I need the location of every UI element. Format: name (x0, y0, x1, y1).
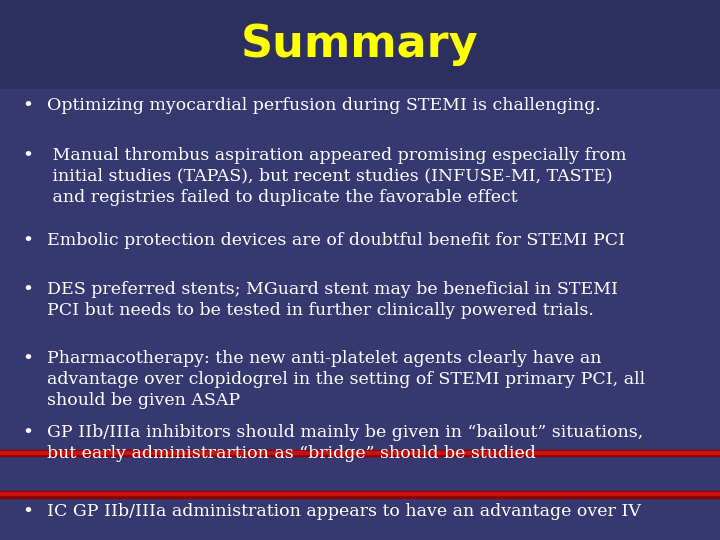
Text: Summary: Summary (241, 23, 479, 66)
Bar (0, 451, 720, 454)
Text: Pharmacotherapy: the new anti-platelet agents clearly have an
advantage over clo: Pharmacotherapy: the new anti-platelet a… (47, 350, 645, 409)
Text: Embolic protection devices are of doubtful benefit for STEMI PCI: Embolic protection devices are of doubtf… (47, 232, 625, 249)
Bar (0, 492, 720, 495)
Text: DES preferred stents; MGuard stent may be beneficial in STEMI
PCI but needs to b: DES preferred stents; MGuard stent may b… (47, 281, 618, 319)
Text: •: • (22, 350, 33, 368)
Text: IC GP IIb/IIIa administration appears to have an advantage over IV: IC GP IIb/IIIa administration appears to… (47, 503, 641, 520)
Text: •: • (22, 232, 33, 250)
Bar (0, 450, 720, 456)
Text: Manual thrombus aspiration appeared promising especially from
 initial studies (: Manual thrombus aspiration appeared prom… (47, 147, 626, 206)
Text: •: • (22, 503, 33, 521)
Bar (0, 0, 720, 89)
Text: •: • (22, 281, 33, 299)
Text: GP IIb/IIIa inhibitors should mainly be given in “bailout” situations,
but early: GP IIb/IIIa inhibitors should mainly be … (47, 424, 643, 462)
Text: •: • (22, 97, 33, 115)
Text: •: • (22, 424, 33, 442)
Text: •: • (22, 147, 33, 165)
Bar (0, 89, 720, 540)
Text: Optimizing myocardial perfusion during STEMI is challenging.: Optimizing myocardial perfusion during S… (47, 97, 600, 114)
Bar (0, 491, 720, 498)
